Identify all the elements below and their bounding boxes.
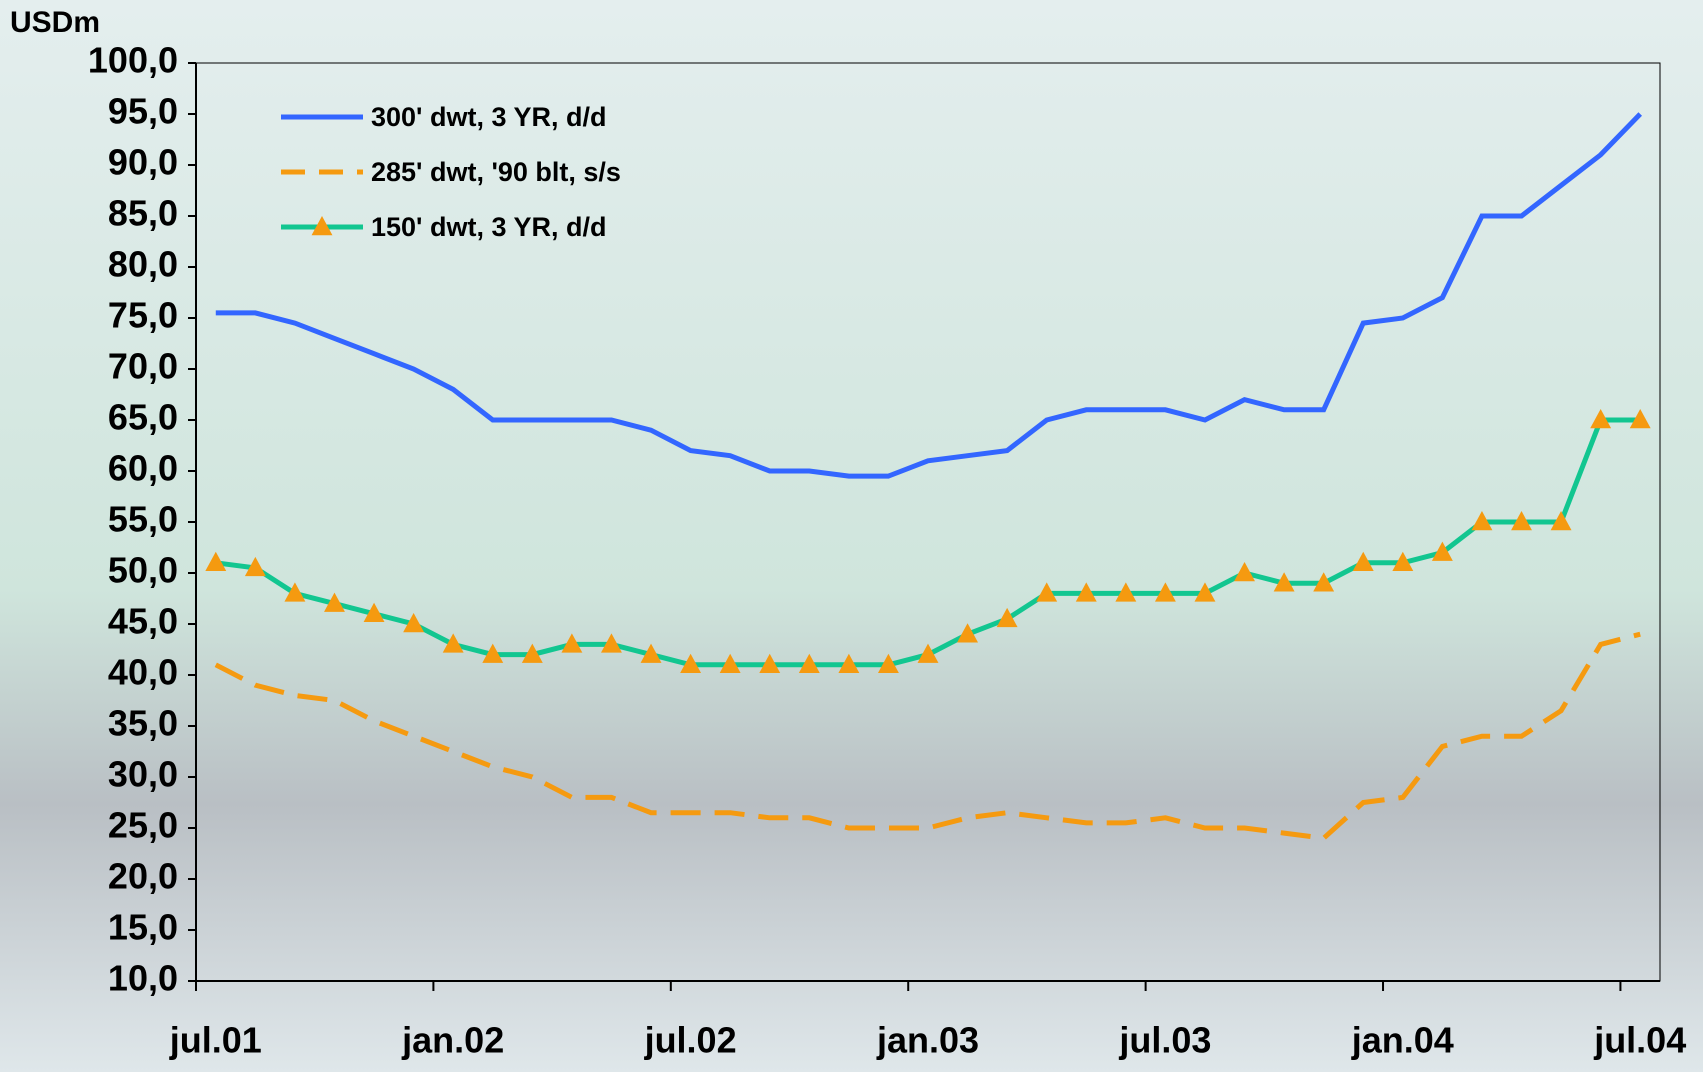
- y-tick-label: 25,0: [108, 805, 178, 846]
- y-tick-label: 65,0: [108, 397, 178, 438]
- y-axis-label: USDm: [10, 6, 100, 39]
- y-tick-label: 95,0: [108, 91, 178, 132]
- x-tick-label: jul.02: [644, 1020, 737, 1061]
- y-tick-label: 100,0: [88, 40, 178, 81]
- y-tick-label: 70,0: [108, 346, 178, 387]
- x-tick-label: jul.01: [169, 1020, 262, 1061]
- y-tick-label: 20,0: [108, 856, 178, 897]
- y-tick-label: 60,0: [108, 448, 178, 489]
- x-tick-label: jan.02: [401, 1020, 504, 1061]
- legend-label: 285' dwt, '90 blt, s/s: [371, 157, 621, 187]
- background: [0, 0, 1703, 1072]
- y-tick-label: 50,0: [108, 550, 178, 591]
- x-tick-label: jul.03: [1118, 1020, 1211, 1061]
- legend-label: 150' dwt, 3 YR, d/d: [371, 212, 607, 242]
- x-tick-label: jan.04: [1351, 1020, 1454, 1061]
- y-tick-label: 90,0: [108, 142, 178, 183]
- chart: USDm 10,0 15,0 20,0 25,0 30,0 35,0 40,0 45,0 50,…: [0, 0, 1703, 1072]
- y-tick-label: 35,0: [108, 703, 178, 744]
- y-tick-label: 30,0: [108, 754, 178, 795]
- y-tick-label: 75,0: [108, 295, 178, 336]
- y-tick-label: 40,0: [108, 652, 178, 693]
- y-tick-label: 55,0: [108, 499, 178, 540]
- y-tick-label: 45,0: [108, 601, 178, 642]
- legend-label: 300' dwt, 3 YR, d/d: [371, 102, 607, 132]
- y-tick-label: 80,0: [108, 244, 178, 285]
- y-tick-label: 15,0: [108, 907, 178, 948]
- y-tick-label: 85,0: [108, 193, 178, 234]
- x-tick-label: jan.03: [876, 1020, 979, 1061]
- y-tick-label: 10,0: [108, 958, 178, 999]
- x-tick-label: jul.04: [1593, 1020, 1686, 1061]
